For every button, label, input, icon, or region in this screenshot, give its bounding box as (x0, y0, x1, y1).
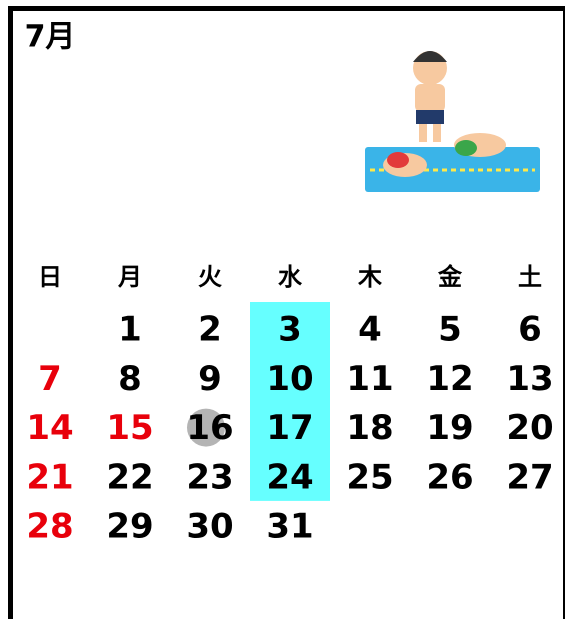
coach-hair (413, 51, 447, 62)
day-number: 5 (438, 310, 462, 350)
day-number: 6 (518, 310, 542, 350)
frame-right (563, 6, 565, 619)
day-number: 26 (426, 457, 473, 497)
day-number: 3 (278, 310, 302, 350)
calendar-grid: 日月火水木金土1 2 3 4 5 67 8 9 10 11 12 1314 15 16 17 18 19 2021… (26, 263, 553, 547)
day-number: 15 (106, 408, 153, 448)
weekday-label: 月 (117, 263, 142, 291)
day-number: 19 (426, 408, 473, 448)
day-number: 20 (506, 408, 553, 448)
weekday-label: 日 (38, 263, 62, 291)
coach-body (415, 84, 445, 112)
day-number: 2 (198, 310, 222, 350)
day-number: 4 (358, 310, 382, 350)
weekday-label: 金 (437, 263, 463, 291)
day-number: 25 (346, 457, 393, 497)
day-number: 12 (426, 359, 473, 399)
day-number: 22 (106, 457, 153, 497)
frame-top (8, 6, 565, 11)
month-title: 7月 (25, 20, 76, 55)
swim-cap (455, 140, 477, 156)
highlight-band (250, 302, 330, 501)
day-number: 28 (26, 507, 73, 547)
day-number: 8 (118, 359, 142, 399)
weekday-label: 木 (357, 263, 383, 291)
day-number: 7 (38, 359, 62, 399)
day-number: 27 (506, 457, 553, 497)
day-number: 13 (506, 359, 553, 399)
day-number: 21 (26, 457, 73, 497)
day-number: 29 (106, 507, 153, 547)
day-number: 18 (346, 408, 393, 448)
coach-trunks (416, 110, 444, 124)
swim-cap (387, 152, 409, 168)
day-number: 10 (266, 359, 313, 399)
day-number: 9 (198, 359, 222, 399)
day-number: 17 (266, 408, 313, 448)
day-marker (187, 408, 225, 447)
day-number: 11 (346, 359, 393, 399)
day-number: 1 (118, 310, 142, 350)
coach-leg (433, 124, 441, 142)
weekday-label: 火 (198, 263, 222, 291)
coach-leg (419, 124, 427, 142)
day-number: 31 (266, 507, 313, 547)
weekday-label: 土 (518, 263, 542, 291)
swimmer-illustration (365, 51, 540, 192)
day-number: 23 (186, 457, 233, 497)
day-number: 24 (266, 457, 313, 497)
weekday-label: 水 (278, 263, 303, 291)
day-number: 30 (186, 507, 233, 547)
day-number: 16 (186, 408, 233, 448)
frame-left (8, 6, 13, 619)
day-number: 14 (26, 408, 73, 448)
